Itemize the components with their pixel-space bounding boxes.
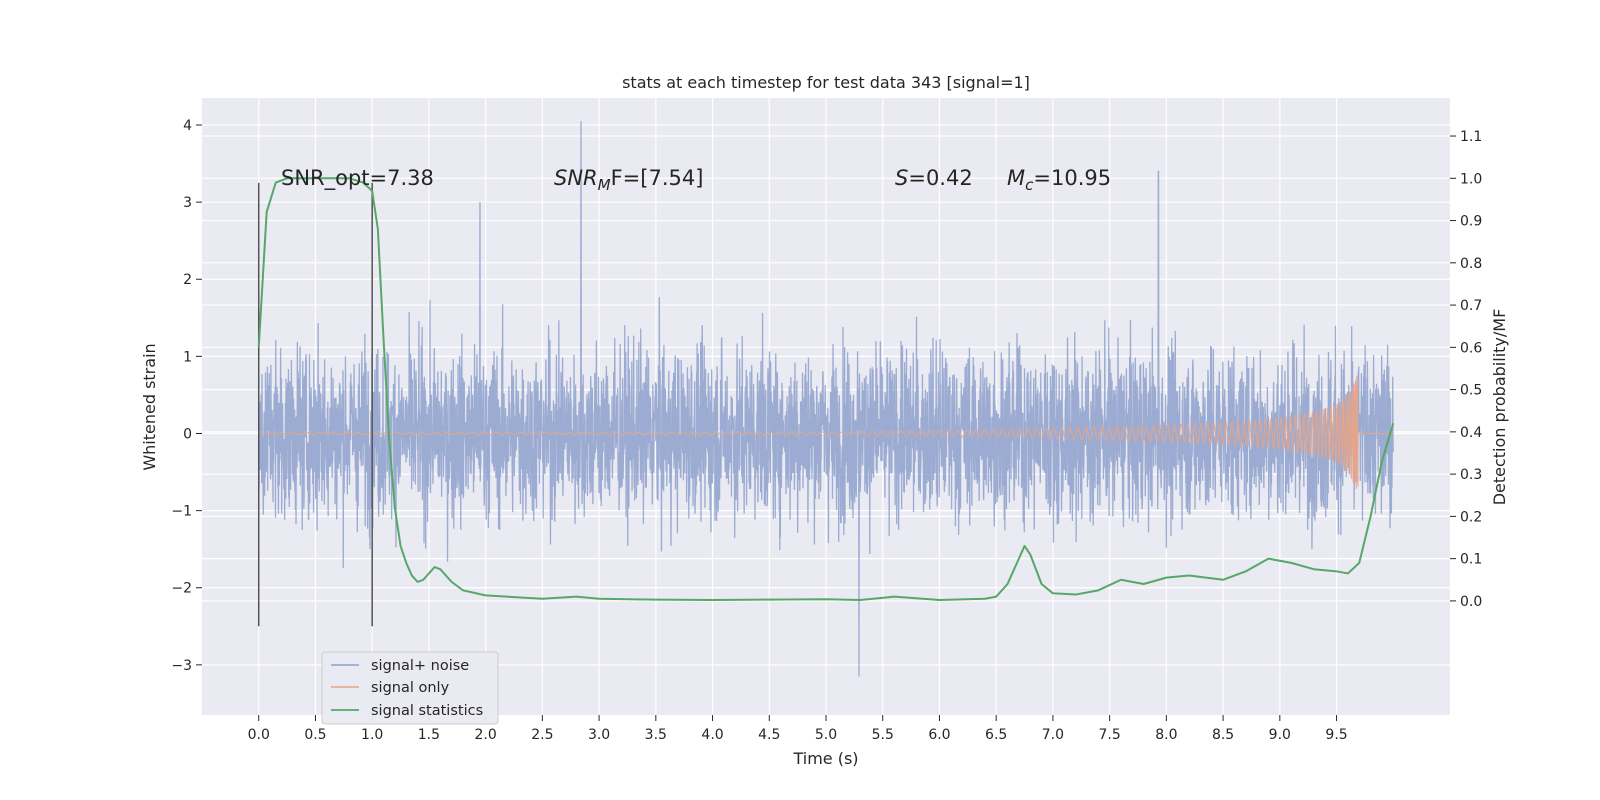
x-tick-label-16: 8.0 xyxy=(1155,727,1177,743)
annotation-snr-mf-sub: M xyxy=(598,176,611,194)
y-right-tick-label-10: 0.1 xyxy=(1460,552,1482,568)
y-left-axis-ticks: 4 3 2 1 0 −1 −2 −3 xyxy=(171,118,202,674)
y-right-tick-label-5: 0.6 xyxy=(1460,340,1482,356)
annotation-snr-mf-main: SNR xyxy=(554,166,598,190)
annotation-s-rest: =0.42 xyxy=(908,166,972,190)
x-tick-label-19: 9.5 xyxy=(1325,727,1347,743)
y-left-tick-label-3: 1 xyxy=(183,349,192,365)
legend-label-signal-plus-noise: signal+ noise xyxy=(371,658,469,674)
x-tick-label-6: 3.0 xyxy=(588,727,610,743)
x-axis-ticks: 0.0 0.5 1.0 1.5 2.0 2.5 3.0 3.5 4.0 4.5 5.0 5.5 6.0 6… xyxy=(248,715,1348,743)
y-left-tick-label-4: 0 xyxy=(183,426,192,442)
x-tick-label-14: 7.0 xyxy=(1042,727,1064,743)
y-right-tick-label-11: 0.0 xyxy=(1460,594,1482,610)
y-left-axis-label: Whitened strain xyxy=(140,343,159,470)
x-tick-label-9: 4.5 xyxy=(758,727,780,743)
x-tick-label-7: 3.5 xyxy=(645,727,667,743)
x-tick-label-3: 1.5 xyxy=(418,727,440,743)
y-left-tick-label-0: 4 xyxy=(183,118,192,134)
annotations: SNR_opt=7.38 SNRMF=[7.54] S=0.42 Mc=10.9… xyxy=(281,166,1111,194)
y-right-tick-label-2: 0.9 xyxy=(1460,214,1482,230)
y-left-tick-label-7: −3 xyxy=(171,658,192,674)
y-left-tick-label-6: −2 xyxy=(171,581,192,597)
series-signal-plus-noise xyxy=(258,121,1394,677)
y-left-tick-label-1: 3 xyxy=(183,195,192,211)
annotation-mc-rest: =10.95 xyxy=(1033,166,1111,190)
annotation-s-main: S xyxy=(895,166,908,190)
y-left-tick-label-2: 2 xyxy=(183,272,192,288)
annotation-snr-opt: SNR_opt=7.38 xyxy=(281,166,434,191)
y-right-axis-label: Detection probability/MF xyxy=(1490,309,1509,506)
window-markers xyxy=(257,182,373,627)
annotation-mc: Mc=10.95 xyxy=(1007,166,1111,194)
y-right-tick-label-0: 1.1 xyxy=(1460,129,1482,145)
x-tick-label-11: 5.5 xyxy=(872,727,894,743)
annotation-snr-mf-rest: F=[7.54] xyxy=(611,166,704,190)
y-right-tick-label-7: 0.4 xyxy=(1460,425,1482,441)
series-signal-only xyxy=(258,376,1394,489)
x-tick-label-15: 7.5 xyxy=(1099,727,1121,743)
x-tick-label-4: 2.0 xyxy=(475,727,497,743)
legend-label-signal-statistics: signal statistics xyxy=(371,703,483,719)
annotation-mc-main: M xyxy=(1007,166,1025,190)
x-tick-label-1: 0.5 xyxy=(304,727,326,743)
y-right-tick-label-6: 0.5 xyxy=(1460,383,1482,399)
chart-title: stats at each timestep for test data 343… xyxy=(622,73,1030,92)
signal-plus-noise-line xyxy=(258,121,1394,677)
legend-label-signal-only: signal only xyxy=(371,680,450,696)
y-right-tick-label-3: 0.8 xyxy=(1460,256,1482,272)
y-right-tick-label-4: 0.7 xyxy=(1460,298,1482,314)
x-tick-label-2: 1.0 xyxy=(361,727,383,743)
series-signal-statistics xyxy=(257,177,1395,602)
x-tick-label-0: 0.0 xyxy=(248,727,270,743)
y-right-axis-ticks: 1.1 1.0 0.9 0.8 0.7 0.6 0.5 0.4 0.3 0.2 0.1 0.0 xyxy=(1450,129,1482,610)
x-tick-label-13: 6.5 xyxy=(985,727,1007,743)
y-right-tick-label-8: 0.3 xyxy=(1460,467,1482,483)
y-left-tick-label-5: −1 xyxy=(171,504,192,520)
annotation-snr-mf: SNRMF=[7.54] xyxy=(554,166,703,194)
legend-box xyxy=(321,651,499,725)
x-tick-label-12: 6.0 xyxy=(928,727,950,743)
x-axis-label: Time (s) xyxy=(792,749,858,768)
x-tick-label-5: 2.5 xyxy=(531,727,553,743)
signal-only-line xyxy=(258,376,1394,489)
annotation-mc-sub: c xyxy=(1025,176,1034,194)
y-right-tick-label-1: 1.0 xyxy=(1460,171,1482,187)
x-tick-label-18: 9.0 xyxy=(1269,727,1291,743)
y-right-tick-label-9: 0.2 xyxy=(1460,509,1482,525)
x-tick-label-10: 5.0 xyxy=(815,727,837,743)
annotation-s: S=0.42 xyxy=(895,166,973,190)
x-tick-label-8: 4.0 xyxy=(701,727,723,743)
x-tick-label-17: 8.5 xyxy=(1212,727,1234,743)
legend: signal+ noise signal only signal statist… xyxy=(321,651,499,725)
signal-statistics-line xyxy=(257,177,1395,602)
